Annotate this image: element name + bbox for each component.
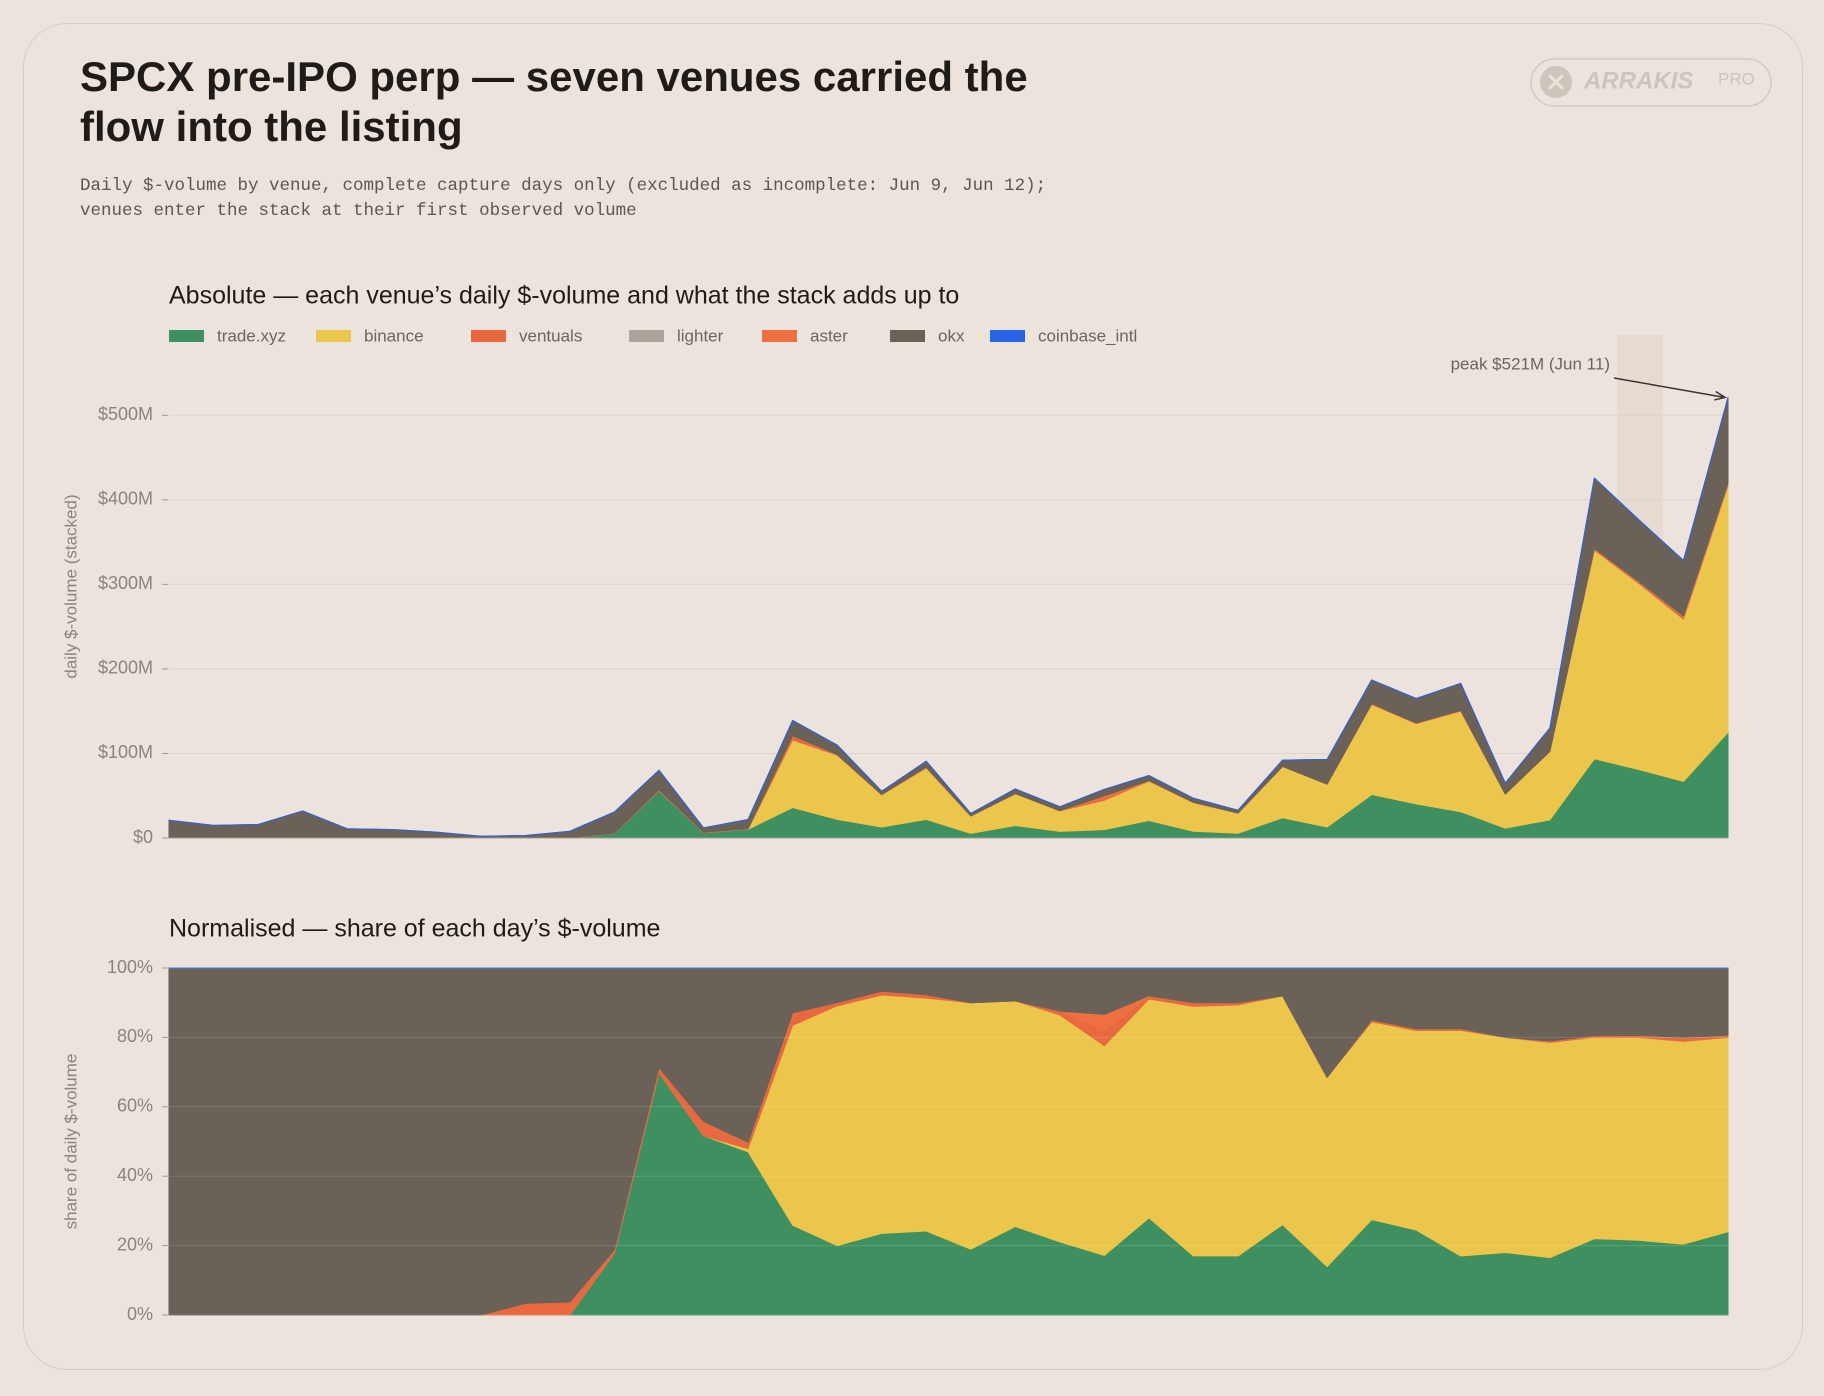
annotation-arrow [1613, 377, 1726, 399]
y-tick-label: $500M [98, 404, 153, 424]
y-tick-label: 60% [117, 1096, 153, 1116]
y-tick-label: $300M [98, 573, 153, 593]
legend-swatch [471, 330, 506, 342]
area-absolute [168, 484, 1729, 839]
brand-name: ARRAKIS [1583, 67, 1693, 94]
legend-swatch [169, 330, 204, 342]
page-subtitle: Daily $-volume by venue, complete captur… [80, 176, 1047, 221]
brand-icon-mark [1547, 73, 1565, 91]
annotation-arrowhead [1714, 390, 1727, 401]
y-axis-title: daily $-volume (stacked) [61, 494, 80, 678]
y-tick-label: 100% [107, 957, 153, 977]
y-tick-label: 20% [117, 1234, 153, 1254]
legend-label: ventuals [519, 326, 582, 345]
legend-label: okx [938, 326, 965, 345]
legend-label: trade.xyz [217, 326, 286, 345]
y-tick-label: $0 [133, 827, 153, 847]
legend-swatch [762, 330, 797, 342]
legend-label: binance [364, 326, 424, 345]
y-tick-label: 0% [127, 1304, 153, 1324]
chart-title: Absolute — each venue’s daily $-volume a… [169, 282, 959, 310]
legend-swatch [990, 330, 1025, 342]
chart-title: Normalised — share of each day’s $-volum… [169, 915, 660, 943]
brand-badge: PRO [1718, 69, 1755, 88]
legend-label: aster [810, 326, 848, 345]
legend-label: coinbase_intl [1038, 326, 1137, 345]
y-tick-label: $200M [98, 658, 153, 678]
y-tick-label: 80% [117, 1026, 153, 1046]
card [23, 23, 1803, 1370]
area-absolute [168, 396, 1729, 839]
y-tick-label: 40% [117, 1165, 153, 1185]
y-tick-label: $100M [98, 742, 153, 762]
brand-pill [1530, 58, 1772, 107]
legend-label: lighter [677, 326, 724, 345]
annotation: peak $521M (Jun 11) [1451, 354, 1610, 373]
legend-swatch [316, 330, 351, 342]
y-axis-title: share of daily $-volume [61, 1054, 80, 1230]
legend-swatch [890, 330, 925, 342]
legend-swatch [629, 330, 664, 342]
page-title: SPCX pre-IPO perp — seven venues carried… [80, 53, 1028, 150]
y-tick-label: $400M [98, 489, 153, 509]
area-absolute [168, 396, 1729, 837]
